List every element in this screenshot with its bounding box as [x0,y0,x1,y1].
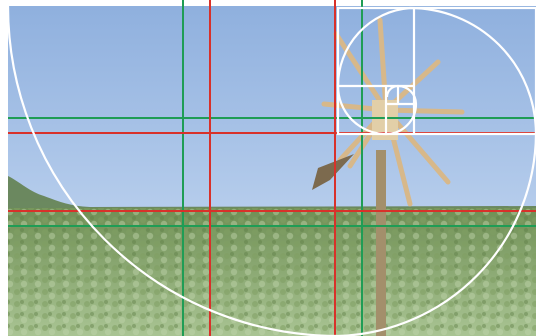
windmill-hub [372,100,398,140]
vineyard-leaves [8,208,536,336]
sky [8,6,536,212]
windmill-pole [376,150,386,336]
